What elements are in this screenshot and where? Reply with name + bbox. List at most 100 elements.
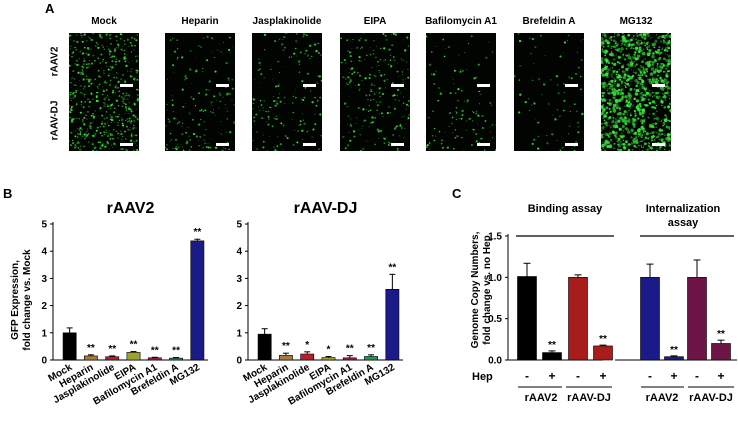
chart-title: rAAV-DJ <box>294 200 358 217</box>
bar <box>542 352 562 361</box>
y-tick-label: 1.0 <box>488 273 502 284</box>
bar <box>517 276 537 361</box>
significance-mark: ** <box>130 340 138 351</box>
bar <box>105 356 120 361</box>
hep-sign: + <box>717 369 724 383</box>
bar <box>385 288 400 361</box>
panel-a-letter: A <box>45 1 55 16</box>
significance-mark: ** <box>87 343 95 354</box>
y-tick-label: 2 <box>41 301 47 312</box>
y-tick-label: 5 <box>41 220 47 231</box>
condition-label: Bafilomycin A1 <box>425 16 497 27</box>
scale-bar <box>120 84 133 87</box>
micrograph <box>69 33 139 92</box>
y-tick-label: 3 <box>41 274 47 285</box>
y-tick-label: 0 <box>236 356 242 367</box>
micrograph <box>340 33 410 92</box>
ylabel-line: GFP Expression, <box>10 260 21 340</box>
group-label: rAAV2 <box>525 392 558 404</box>
ylabel-line: fold change vs. Mock <box>22 249 33 351</box>
hep-sign: - <box>576 369 580 383</box>
scale-bar <box>565 84 578 87</box>
panel-b-letter: B <box>3 186 12 201</box>
micrograph <box>514 33 584 92</box>
significance-mark: ** <box>193 227 201 238</box>
chart-0: rAAV2012345Mock**Heparin**Jasplakinolide… <box>41 200 208 408</box>
micrograph <box>426 92 496 151</box>
bar <box>640 277 660 361</box>
condition-label: Heparin <box>181 16 219 27</box>
bar <box>342 357 357 361</box>
significance-mark: ** <box>599 334 607 345</box>
hep-sign: - <box>648 369 652 383</box>
y-tick-label: 0 <box>41 356 47 367</box>
chart-title: rAAV2 <box>107 200 155 217</box>
panel-c-ylabel: Genome Copy Numbers, fold change vs. no H… <box>470 231 493 348</box>
bar <box>190 240 205 361</box>
y-tick-label: 3 <box>236 274 242 285</box>
significance-mark: * <box>305 340 309 351</box>
bar <box>84 355 98 361</box>
scale-bar <box>216 84 229 87</box>
significance-mark: ** <box>346 344 354 355</box>
significance-mark: ** <box>717 329 725 340</box>
condition-label: Jasplakinolide <box>252 16 322 27</box>
scale-bar <box>652 143 665 146</box>
ylabel-line: fold change vs. no Hep <box>482 235 493 344</box>
micrograph <box>252 92 322 151</box>
chart-1: rAAV-DJ012345Mock**Heparin*Jasplakinolid… <box>236 200 403 408</box>
scale-bar <box>477 84 490 87</box>
scale-bar <box>216 143 229 146</box>
micrograph <box>165 92 235 151</box>
bar <box>664 356 684 361</box>
bar <box>711 343 731 361</box>
micrograph <box>514 92 584 151</box>
bar <box>568 277 588 361</box>
significance-mark: ** <box>172 346 180 357</box>
group-label: rAAV2 <box>646 392 679 404</box>
significance-mark: ** <box>388 262 396 273</box>
bar <box>687 277 707 361</box>
group-title: Binding assay <box>528 203 603 215</box>
scale-bar <box>120 143 133 146</box>
significance-mark: ** <box>151 345 159 356</box>
bar <box>147 357 162 361</box>
micrograph <box>340 92 410 151</box>
panel-c-letter: C <box>452 186 462 201</box>
scale-bar <box>391 84 404 87</box>
y-tick-label: 1 <box>236 328 242 339</box>
bar <box>321 357 336 361</box>
group-title: assay <box>668 217 699 229</box>
chart-c: 0.0 0.5 1.0 1.5 - ** + - ** + - ** + - ** + Binding assa… <box>472 203 737 404</box>
y-tick-label: 0.5 <box>488 314 502 325</box>
hep-sign: + <box>548 369 555 383</box>
group-label: rAAV-DJ <box>689 392 733 404</box>
panel-b-ylabel: GFP Expression, fold change vs. Mock <box>10 249 33 351</box>
scale-bar <box>477 143 490 146</box>
scale-bar <box>565 143 578 146</box>
significance-mark: * <box>327 344 331 355</box>
bar <box>126 352 141 361</box>
condition-label: Brefeldin A <box>522 16 576 27</box>
scale-bar <box>391 143 404 146</box>
significance-mark: ** <box>670 345 678 356</box>
bar <box>169 357 183 361</box>
hep-sign: - <box>525 369 529 383</box>
scale-bar <box>303 143 316 146</box>
bar <box>257 333 272 361</box>
bar <box>279 355 293 361</box>
bar <box>364 356 378 361</box>
y-tick-label: 1.5 <box>488 232 502 243</box>
scale-bar <box>303 84 316 87</box>
significance-mark: ** <box>548 340 556 351</box>
hep-sign: + <box>670 369 677 383</box>
y-tick-label: 4 <box>236 247 242 258</box>
micrograph <box>601 92 671 151</box>
hep-label: Hep <box>472 371 493 383</box>
micrograph <box>601 33 671 92</box>
bar <box>300 353 315 361</box>
micrograph <box>252 33 322 92</box>
hep-sign: - <box>695 369 699 383</box>
y-tick-label: 2 <box>236 301 242 312</box>
